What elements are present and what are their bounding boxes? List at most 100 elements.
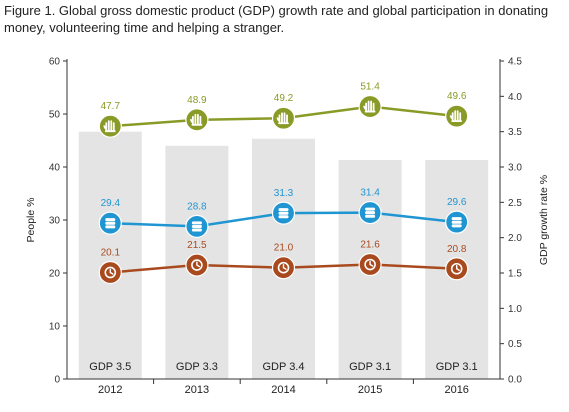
coin-shape <box>191 228 202 232</box>
chart-title: Figure 1. Global gross domestic product … <box>4 3 549 35</box>
x-tick-label: 2015 <box>358 384 382 396</box>
hand-shape <box>363 100 376 113</box>
coin-shape <box>105 221 116 225</box>
clock-face <box>191 259 203 271</box>
axes-layer: 0 10 20 30 40 50 60 0.0 0.5 1.0 1.5 2.0 2.5 3.0 3.5 4.0… <box>25 57 550 397</box>
data-label: 29.4 <box>101 198 121 209</box>
data-label: 21.5 <box>187 240 207 251</box>
data-label: 51.4 <box>360 82 380 93</box>
hand-shape <box>449 110 463 123</box>
series-marker <box>98 114 122 138</box>
gdp-bar-label: GDP 3.1 <box>436 361 478 373</box>
coin-shape <box>365 211 376 215</box>
right-tick-label: 3.0 <box>508 163 522 174</box>
left-tick-label: 10 <box>49 322 61 333</box>
right-tick-label: 0.0 <box>508 375 522 386</box>
left-tick-label: 30 <box>49 216 61 227</box>
right-tick-label: 4.5 <box>508 57 522 68</box>
gdp-bar-label: GDP 3.3 <box>176 361 218 373</box>
data-label: 31.4 <box>360 188 380 199</box>
right-tick-label: 3.5 <box>508 127 522 138</box>
data-label: 21.0 <box>274 243 294 254</box>
clock-face <box>104 266 117 279</box>
coin-shape <box>278 208 289 212</box>
right-tick-label: 2.5 <box>508 198 522 209</box>
data-label: 21.6 <box>360 240 380 251</box>
x-tick-label: 2013 <box>185 384 209 396</box>
clock-face <box>364 258 376 271</box>
bars-layer: GDP 3.5 GDP 3.3 GDP 3.4 GDP 3.1 GDP 3.1 <box>78 131 489 379</box>
x-tick-label: 2012 <box>98 384 122 396</box>
helping-hand-icon <box>103 120 116 133</box>
series-marker <box>445 104 469 128</box>
hand-shape <box>103 120 116 133</box>
helping-hand-icon <box>363 100 376 113</box>
data-label: 48.9 <box>187 95 207 106</box>
gdp-bar-label: GDP 3.1 <box>349 361 391 373</box>
left-tick-label: 50 <box>49 110 61 121</box>
coin-stack-icon <box>365 207 376 218</box>
helping-hand-icon <box>276 112 289 125</box>
data-label: 29.6 <box>447 197 467 208</box>
x-tick-label: 2014 <box>271 384 295 396</box>
right-tick-label: 0.5 <box>508 339 522 350</box>
x-tick-label: 2016 <box>444 384 468 396</box>
labels-layer: 47.7 48.9 49.2 51.4 49.6 29.4 28.8 31.3 31.4 29.6… <box>101 82 467 259</box>
coin-shape <box>105 218 116 222</box>
clock-icon <box>364 258 376 271</box>
clock-icon <box>104 266 117 279</box>
coin-shape <box>105 225 116 229</box>
clock-hands <box>109 268 114 275</box>
coin-stack-icon <box>278 208 289 219</box>
right-tick-label: 2.0 <box>508 233 522 244</box>
coin-shape <box>278 215 289 219</box>
coin-stack-icon <box>191 221 202 232</box>
hand-shape <box>276 112 289 125</box>
right-tick-label: 4.0 <box>508 92 522 103</box>
helping-hand-icon <box>449 110 463 123</box>
clock-face <box>450 262 463 275</box>
data-label: 28.8 <box>187 201 207 212</box>
series-marker <box>271 106 296 130</box>
series-marker <box>185 108 209 132</box>
left-tick-label: 20 <box>49 269 61 280</box>
lines-layer <box>98 94 469 285</box>
coin-stack-icon <box>105 218 116 229</box>
clock-hands <box>456 265 460 271</box>
clock-face <box>277 261 290 274</box>
data-label: 47.7 <box>101 101 121 112</box>
coin-shape <box>451 220 462 224</box>
clock-icon <box>191 259 203 271</box>
coin-shape <box>191 224 202 228</box>
coin-shape <box>278 211 289 215</box>
data-label: 20.8 <box>447 244 467 255</box>
coin-stack-icon <box>451 217 462 228</box>
left-tick-label: 0 <box>54 375 60 386</box>
left-axis-title: People % <box>25 198 37 243</box>
helping-hand-icon <box>190 113 203 126</box>
data-label: 31.3 <box>274 188 294 199</box>
gdp-bar <box>78 131 142 379</box>
right-axis-title: GDP growth rate % <box>538 175 550 265</box>
right-tick-label: 1.5 <box>508 269 522 280</box>
hand-shape <box>190 113 203 126</box>
clock-hands <box>196 261 201 268</box>
coin-shape <box>191 221 202 225</box>
left-tick-label: 60 <box>49 57 61 68</box>
coin-shape <box>365 214 376 218</box>
gdp-bar-label: GDP 3.4 <box>263 361 305 373</box>
clock-hands <box>282 264 287 270</box>
data-label: 20.1 <box>101 247 121 258</box>
coin-shape <box>451 224 462 228</box>
gdp-bar-label: GDP 3.5 <box>89 361 131 373</box>
data-label: 49.6 <box>447 91 467 102</box>
right-tick-label: 1.0 <box>508 304 522 315</box>
series-marker <box>358 94 382 119</box>
clock-icon <box>277 261 290 274</box>
coin-shape <box>451 217 462 221</box>
coin-shape <box>365 207 376 211</box>
clock-icon <box>450 262 463 275</box>
data-label: 49.2 <box>274 93 294 104</box>
left-tick-label: 40 <box>49 163 61 174</box>
